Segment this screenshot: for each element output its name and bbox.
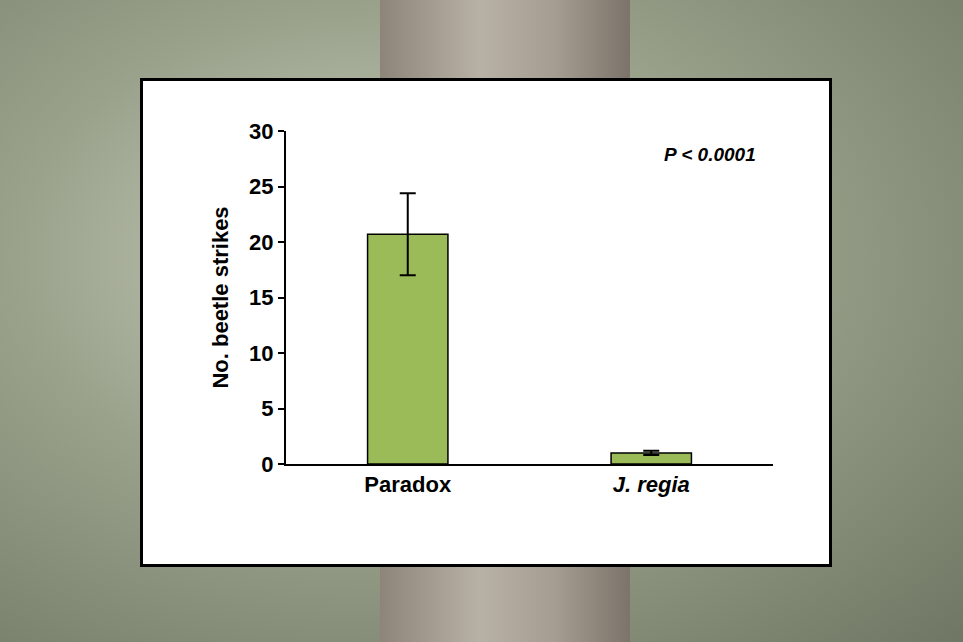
svg-text:No. beetle strikes: No. beetle strikes [208,206,233,388]
svg-text:25: 25 [249,174,273,199]
svg-text:30: 30 [249,119,273,144]
svg-text:20: 20 [249,230,273,255]
svg-text:5: 5 [261,396,273,421]
svg-text:J. regia: J. regia [613,472,690,497]
svg-text:10: 10 [249,341,273,366]
svg-text:Paradox: Paradox [364,472,452,497]
svg-text:15: 15 [249,285,273,310]
svg-text:P < 0.0001: P < 0.0001 [664,144,756,165]
svg-text:0: 0 [261,452,273,477]
